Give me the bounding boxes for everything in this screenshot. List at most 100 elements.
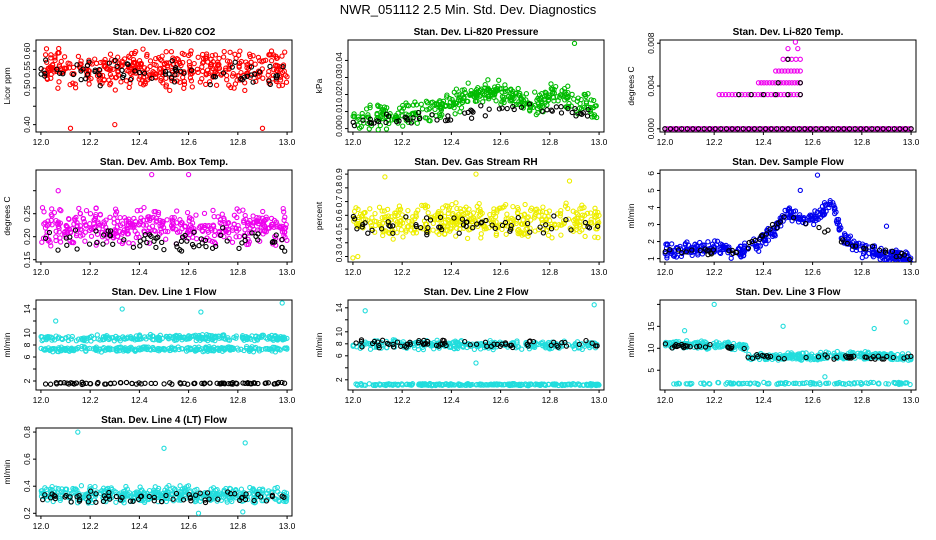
data-point bbox=[55, 247, 61, 253]
data-point bbox=[570, 208, 576, 214]
data-point bbox=[460, 98, 467, 104]
data-point bbox=[792, 40, 799, 45]
data-point bbox=[436, 111, 443, 117]
data-point bbox=[242, 380, 248, 387]
data-point bbox=[138, 207, 144, 213]
data-point bbox=[895, 260, 901, 262]
data-point bbox=[125, 347, 132, 354]
data-point bbox=[97, 212, 104, 218]
data-point bbox=[492, 84, 498, 90]
data-point bbox=[502, 82, 508, 88]
y-tick-label: 0.9 bbox=[334, 168, 344, 180]
data-point bbox=[379, 226, 385, 232]
data-point bbox=[128, 64, 134, 71]
data-point bbox=[431, 346, 437, 352]
x-tick-label: 12.8 bbox=[854, 395, 871, 405]
data-point bbox=[47, 347, 53, 354]
data-point bbox=[255, 237, 261, 243]
data-point bbox=[219, 211, 225, 217]
data-point bbox=[802, 126, 808, 132]
x-tick-label: 12.2 bbox=[706, 267, 723, 277]
data-point bbox=[161, 246, 167, 253]
data-point bbox=[241, 74, 248, 80]
x-tick-label: 12.6 bbox=[180, 137, 197, 147]
data-point bbox=[229, 239, 236, 245]
data-point bbox=[282, 72, 289, 78]
data-point bbox=[147, 58, 154, 64]
data-point bbox=[826, 204, 832, 211]
data-point bbox=[483, 217, 489, 224]
data-point bbox=[242, 233, 248, 239]
y-tick-label: 0.55 bbox=[22, 61, 32, 78]
data-point bbox=[438, 103, 444, 110]
data-point bbox=[551, 339, 557, 345]
data-point bbox=[141, 65, 148, 71]
data-point bbox=[396, 118, 402, 124]
y-tick-label: 3 bbox=[646, 222, 656, 227]
data-point bbox=[814, 209, 821, 215]
data-point bbox=[188, 48, 194, 54]
data-point bbox=[886, 126, 892, 132]
data-point bbox=[747, 380, 753, 387]
data-point bbox=[416, 337, 422, 344]
data-point bbox=[193, 236, 200, 242]
data-point bbox=[198, 309, 204, 315]
data-point bbox=[510, 203, 516, 210]
data-point bbox=[49, 206, 55, 212]
data-point bbox=[111, 220, 117, 226]
data-point bbox=[518, 104, 525, 110]
data-point bbox=[799, 380, 806, 386]
data-point bbox=[780, 323, 786, 329]
data-point bbox=[174, 78, 180, 84]
data-point bbox=[459, 216, 466, 222]
data-point bbox=[354, 226, 360, 232]
data-point bbox=[451, 215, 457, 221]
data-point bbox=[797, 212, 803, 218]
data-point bbox=[506, 93, 512, 99]
data-point bbox=[880, 253, 886, 259]
y-axis-label: percent bbox=[314, 201, 324, 230]
data-point bbox=[811, 221, 817, 228]
data-point bbox=[565, 105, 571, 112]
x-tick-label: 12.2 bbox=[394, 137, 411, 147]
data-point bbox=[226, 65, 232, 71]
data-point bbox=[568, 381, 574, 388]
data-point bbox=[97, 337, 103, 343]
data-point bbox=[221, 332, 227, 338]
data-point bbox=[110, 66, 116, 72]
data-point bbox=[467, 226, 473, 232]
data-point bbox=[415, 340, 422, 346]
data-point bbox=[707, 341, 713, 348]
data-point bbox=[151, 61, 157, 68]
data-point bbox=[168, 75, 175, 81]
data-point bbox=[667, 126, 674, 132]
data-point bbox=[72, 81, 78, 87]
data-point bbox=[790, 215, 797, 221]
data-point bbox=[126, 240, 132, 246]
data-point bbox=[821, 212, 827, 218]
data-point bbox=[694, 248, 700, 254]
data-point bbox=[163, 75, 169, 81]
data-point bbox=[769, 233, 776, 240]
data-point bbox=[527, 229, 533, 235]
data-point bbox=[355, 122, 361, 128]
data-point bbox=[103, 224, 109, 230]
data-point bbox=[581, 382, 587, 388]
data-point bbox=[63, 335, 69, 341]
data-point bbox=[903, 319, 909, 325]
data-point bbox=[792, 208, 799, 214]
data-point bbox=[233, 335, 239, 341]
data-point bbox=[383, 126, 390, 132]
y-axis-label: ml/min bbox=[314, 332, 324, 357]
data-point bbox=[728, 255, 734, 261]
data-point bbox=[883, 381, 889, 387]
data-point bbox=[87, 211, 94, 217]
data-point bbox=[263, 380, 269, 386]
data-point bbox=[849, 243, 856, 249]
data-point bbox=[437, 114, 444, 120]
data-point bbox=[442, 117, 449, 124]
data-point bbox=[549, 108, 555, 114]
data-point bbox=[105, 228, 111, 234]
data-point bbox=[701, 126, 707, 132]
data-point bbox=[172, 345, 178, 352]
